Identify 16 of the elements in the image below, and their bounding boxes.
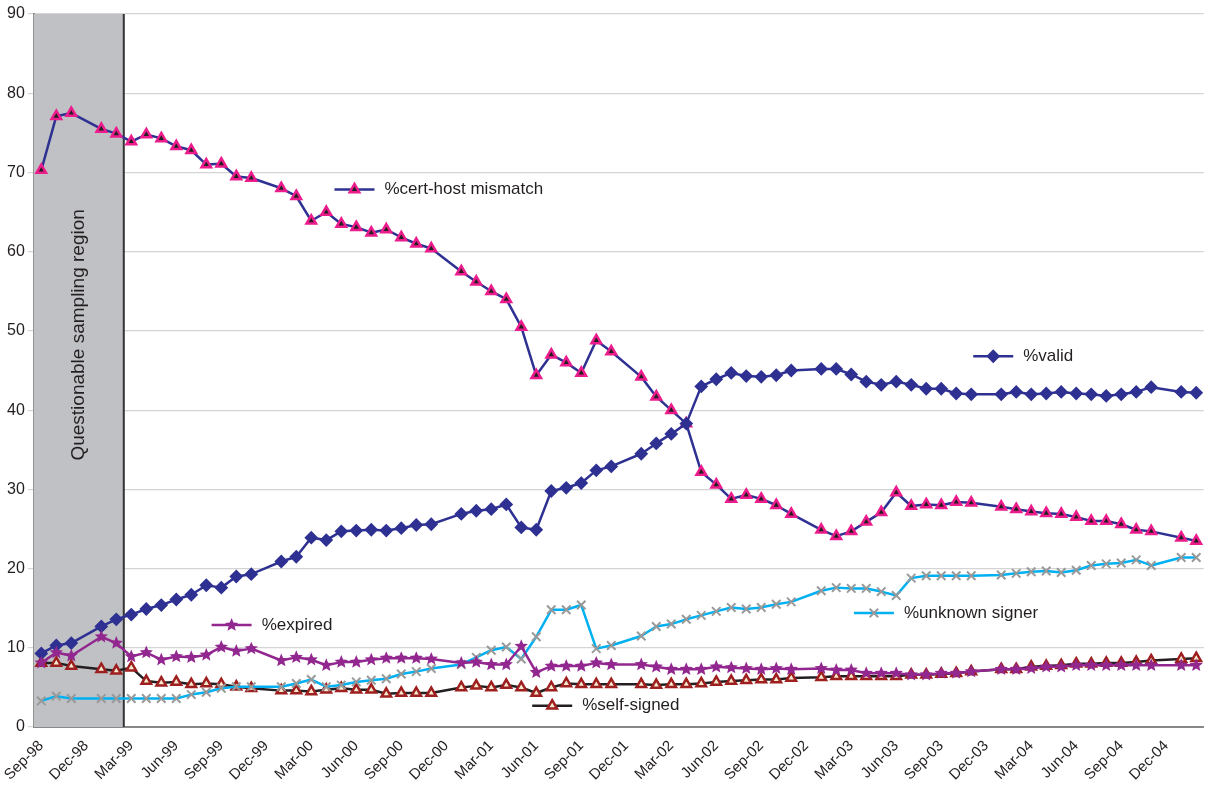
legend-label: %self-signed — [582, 695, 680, 715]
y-tick-label: 40 — [7, 400, 25, 418]
y-tick-label: 30 — [7, 479, 25, 497]
y-tick-label: 90 — [7, 4, 25, 22]
y-tick-label: 50 — [7, 321, 25, 339]
legend-label: %valid — [1023, 345, 1074, 365]
legend-label: %expired — [261, 614, 333, 634]
y-tick-label: 80 — [7, 83, 25, 101]
band-label: Questionable sampling region — [67, 209, 89, 461]
legend-label: %unknown signer — [903, 602, 1039, 622]
y-tick-label: 0 — [15, 717, 25, 735]
y-tick-label: 60 — [7, 242, 25, 260]
y-tick-label: 20 — [7, 559, 25, 577]
y-tick-label: 70 — [7, 162, 25, 180]
legend-label: %cert-host mismatch — [384, 179, 544, 199]
y-tick-label: 10 — [7, 638, 25, 656]
